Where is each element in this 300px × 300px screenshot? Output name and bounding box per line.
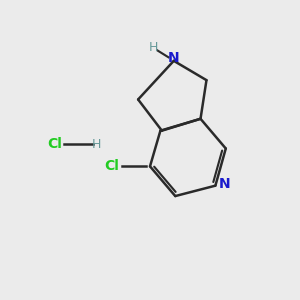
Text: Cl: Cl — [47, 137, 62, 151]
Text: N: N — [168, 52, 180, 65]
Text: Cl: Cl — [104, 159, 119, 173]
Text: H: H — [148, 41, 158, 54]
Text: N: N — [219, 177, 231, 191]
Text: H: H — [92, 138, 101, 151]
